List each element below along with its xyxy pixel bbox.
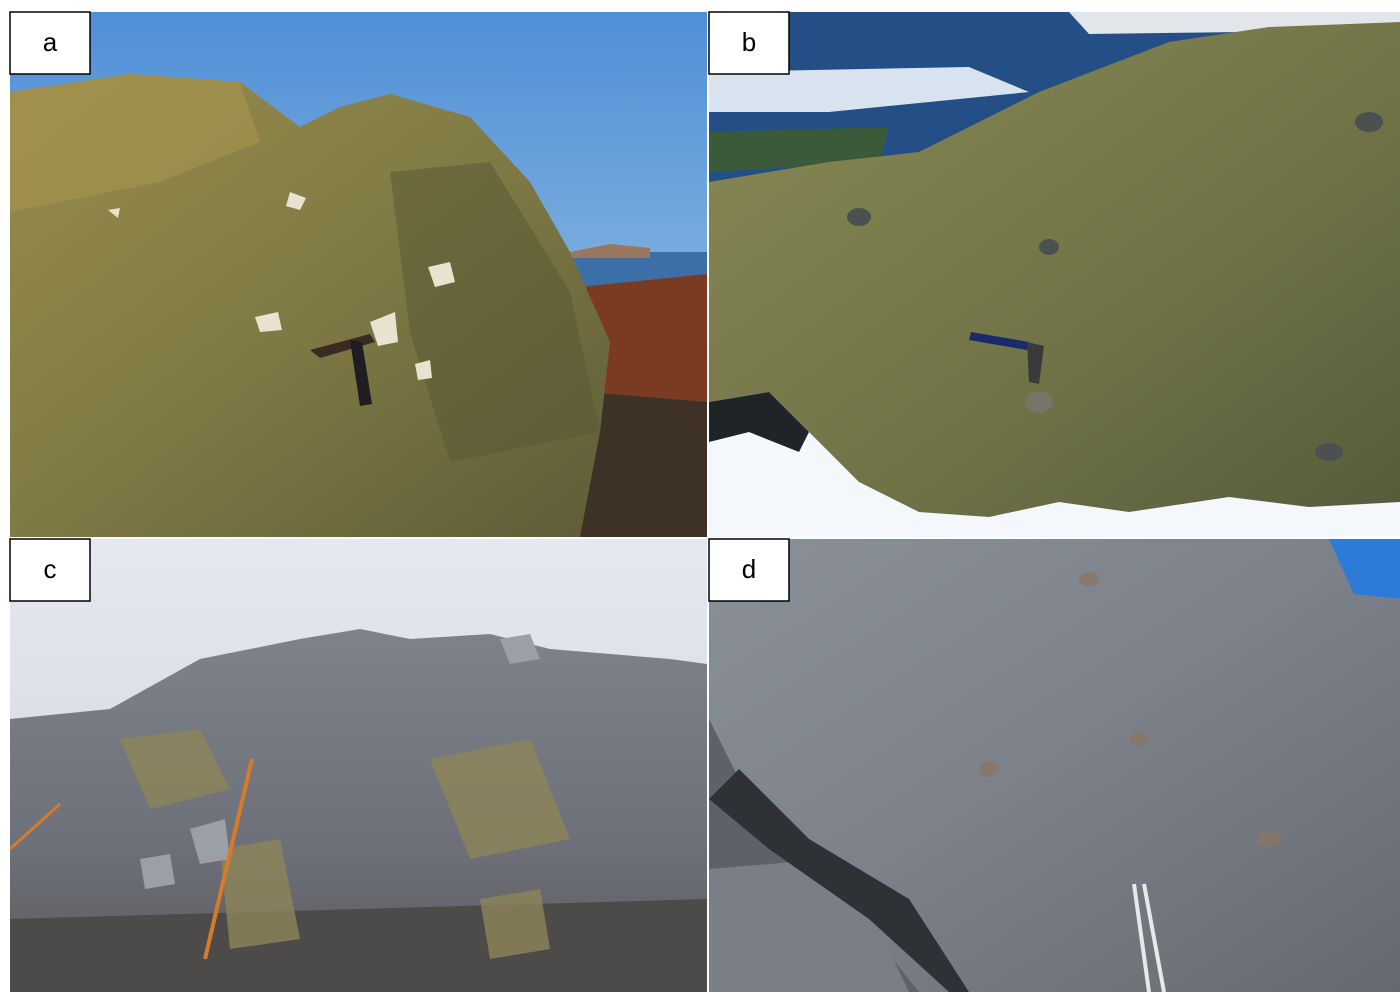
panel-label: d xyxy=(742,554,756,584)
photo-b xyxy=(709,12,1400,537)
panel-label: a xyxy=(43,27,58,57)
label-box-a: a xyxy=(9,11,91,75)
panel-label: c xyxy=(44,554,57,584)
panel-label: b xyxy=(742,27,756,57)
label-box-c: c xyxy=(9,538,91,602)
label-box-d: d xyxy=(708,538,790,602)
photo-c xyxy=(10,539,707,992)
label-box-b: b xyxy=(708,11,790,75)
photo-a xyxy=(10,12,707,537)
photo-d xyxy=(709,539,1400,992)
